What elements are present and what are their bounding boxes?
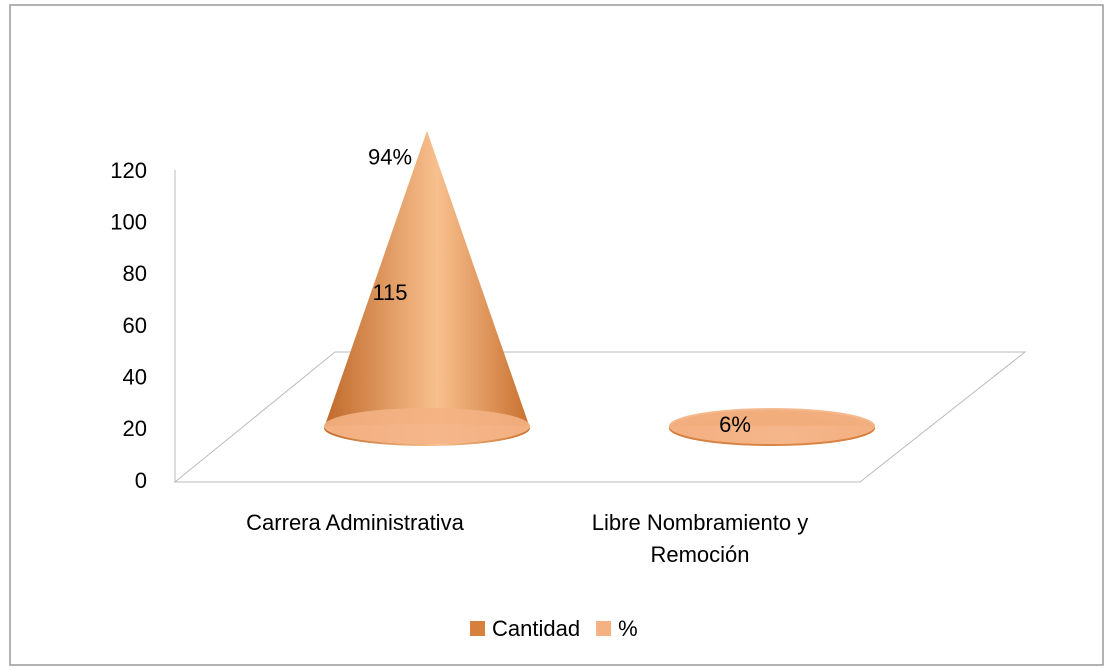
data-label: 6% [719,412,751,437]
legend-swatch [596,621,612,636]
legend-label: % [618,616,638,641]
x-tick-label: Libre Nombramiento y Remoción [591,510,809,567]
cone-body [324,130,530,446]
y-tick-label: 40 [123,364,147,389]
data-label: 94% [368,145,412,170]
x-tick-label: Carrera Administrativa [246,510,464,535]
y-tick-label: 0 [135,468,147,493]
cone [669,408,875,444]
y-tick-label: 20 [123,416,147,441]
chart-border [9,4,1104,666]
cone [324,408,530,444]
y-tick-label: 120 [110,158,147,183]
data-label: 115 [372,280,407,305]
legend-swatch [470,621,485,636]
y-tick-label: 100 [110,209,147,234]
cone-base [324,408,530,444]
y-tick-label: 80 [123,261,147,286]
y-tick-label: 60 [123,313,147,338]
cone-base [669,408,875,444]
cone [324,130,530,446]
legend-label: Cantidad [492,616,580,641]
floor [173,351,1027,483]
